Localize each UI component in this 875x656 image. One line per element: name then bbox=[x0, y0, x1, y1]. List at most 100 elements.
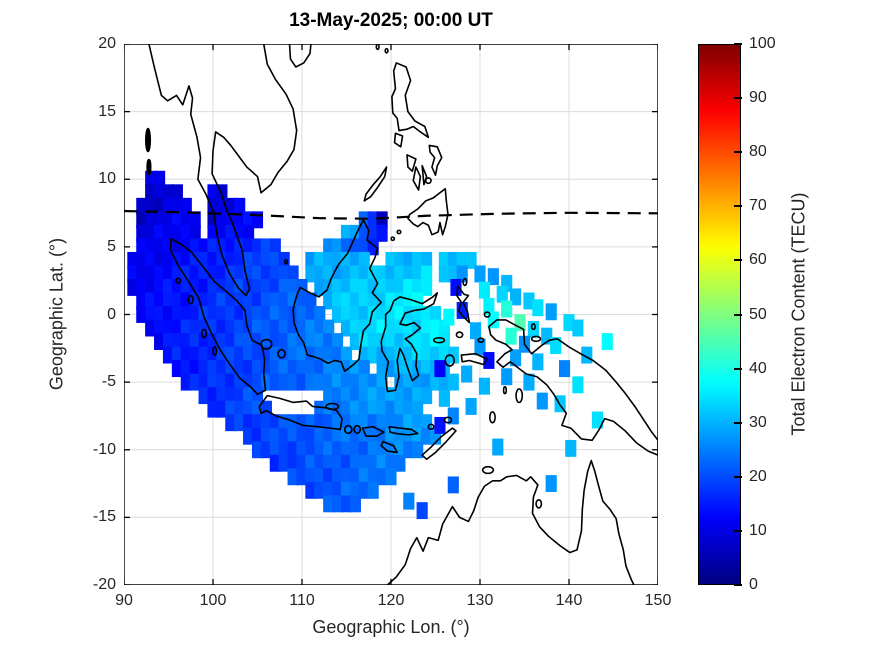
tec-cell bbox=[269, 251, 281, 269]
tec-cell bbox=[180, 292, 192, 310]
nias-island bbox=[189, 296, 193, 304]
tec-cell bbox=[358, 468, 370, 486]
flores-coastline bbox=[389, 427, 417, 435]
colorbar bbox=[698, 44, 741, 585]
tec-cell bbox=[162, 346, 175, 364]
tec-cell bbox=[145, 292, 157, 310]
tec-cell bbox=[349, 251, 361, 269]
tec-cell bbox=[260, 360, 272, 378]
tec-cell bbox=[340, 468, 353, 486]
tec-cell bbox=[154, 184, 166, 202]
tec-cell bbox=[367, 211, 379, 229]
misool-island bbox=[478, 338, 483, 342]
tec-cell bbox=[376, 468, 388, 486]
x-tick-label: 120 bbox=[377, 592, 405, 609]
tec-cell bbox=[465, 251, 477, 269]
tec-cell bbox=[314, 333, 326, 351]
y-axis-label: Geographic Lat. (°) bbox=[46, 237, 67, 391]
tec-cell bbox=[305, 346, 317, 364]
tec-cell bbox=[198, 387, 210, 405]
tec-cell bbox=[349, 400, 361, 418]
tec-cell bbox=[412, 292, 424, 310]
tec-cell bbox=[376, 346, 388, 364]
tec-cell bbox=[403, 265, 415, 283]
tec-cell bbox=[314, 427, 326, 445]
morotai-island bbox=[463, 279, 467, 286]
tec-cell bbox=[349, 333, 361, 351]
tec-cell bbox=[216, 333, 228, 351]
tec-cell bbox=[501, 368, 513, 386]
tec-cell bbox=[225, 224, 237, 242]
colorbar-tick-mark bbox=[734, 97, 742, 100]
tec-cell bbox=[216, 400, 228, 418]
tec-cell bbox=[403, 278, 415, 296]
tec-cell bbox=[216, 319, 228, 337]
tec-cell bbox=[323, 454, 335, 472]
tec-cell bbox=[207, 238, 219, 256]
sulawesi-coastline bbox=[381, 293, 437, 392]
tec-cell bbox=[385, 400, 397, 418]
tec-cell bbox=[438, 389, 450, 407]
tec-cell bbox=[260, 278, 272, 296]
tec-cell bbox=[296, 414, 308, 432]
sumba-coastline bbox=[381, 442, 397, 453]
wetar-island bbox=[444, 417, 451, 422]
tec-cell bbox=[591, 411, 604, 429]
tec-cell bbox=[565, 439, 577, 457]
tec-cell bbox=[207, 346, 219, 364]
tec-cell bbox=[225, 373, 237, 391]
tec-cell bbox=[269, 427, 281, 445]
tec-cell bbox=[243, 414, 255, 432]
tec-cell bbox=[145, 265, 157, 283]
tec-cell bbox=[207, 265, 219, 283]
tec-cell bbox=[225, 319, 237, 337]
tec-cell bbox=[278, 292, 290, 310]
tec-cell bbox=[180, 197, 192, 215]
tec-cell bbox=[171, 346, 183, 364]
tec-cell bbox=[305, 360, 317, 378]
tec-cell bbox=[447, 407, 459, 425]
tec-cell bbox=[323, 319, 335, 337]
tec-cell bbox=[421, 265, 433, 283]
tec-cell bbox=[412, 346, 424, 364]
tec-cell bbox=[251, 265, 264, 283]
tec-cell bbox=[127, 251, 139, 269]
tec-cell bbox=[323, 414, 335, 432]
samar-leyte-coastline bbox=[429, 145, 441, 175]
tec-cell bbox=[394, 319, 406, 337]
tec-cell bbox=[296, 346, 308, 364]
sumbawa-coastline bbox=[363, 427, 384, 436]
tec-cell bbox=[314, 360, 326, 378]
tec-cell bbox=[376, 441, 388, 459]
y-tick-label: 5 bbox=[107, 237, 116, 255]
tec-cell bbox=[136, 265, 148, 283]
tec-cell bbox=[287, 292, 299, 310]
tec-cell bbox=[198, 346, 210, 364]
andaman-islands bbox=[146, 129, 150, 152]
tec-cell bbox=[340, 360, 353, 378]
tec-cell bbox=[305, 481, 317, 499]
tec-cell bbox=[251, 360, 264, 378]
tec-cell bbox=[234, 360, 246, 378]
tec-cell bbox=[171, 360, 183, 378]
tec-cell bbox=[154, 197, 166, 215]
tec-cell bbox=[243, 400, 255, 418]
tec-cell bbox=[421, 414, 433, 432]
tec-cell bbox=[234, 319, 246, 337]
java-coastline bbox=[259, 396, 342, 430]
tec-cell bbox=[216, 306, 228, 323]
tec-cell bbox=[189, 211, 201, 229]
siberut-island bbox=[202, 329, 206, 337]
x-tick-label: 100 bbox=[199, 592, 227, 609]
tec-cell bbox=[394, 373, 406, 391]
tec-cell bbox=[189, 278, 201, 296]
tec-cell bbox=[447, 346, 459, 364]
tec-cell bbox=[216, 184, 228, 202]
tec-cell bbox=[127, 265, 139, 283]
tec-cell bbox=[278, 373, 290, 391]
tec-cell bbox=[260, 441, 272, 459]
tec-cell bbox=[269, 265, 281, 283]
tec-cell bbox=[332, 251, 344, 269]
colorbar-tick-label: 0 bbox=[749, 576, 758, 593]
tec-cell bbox=[136, 211, 148, 229]
